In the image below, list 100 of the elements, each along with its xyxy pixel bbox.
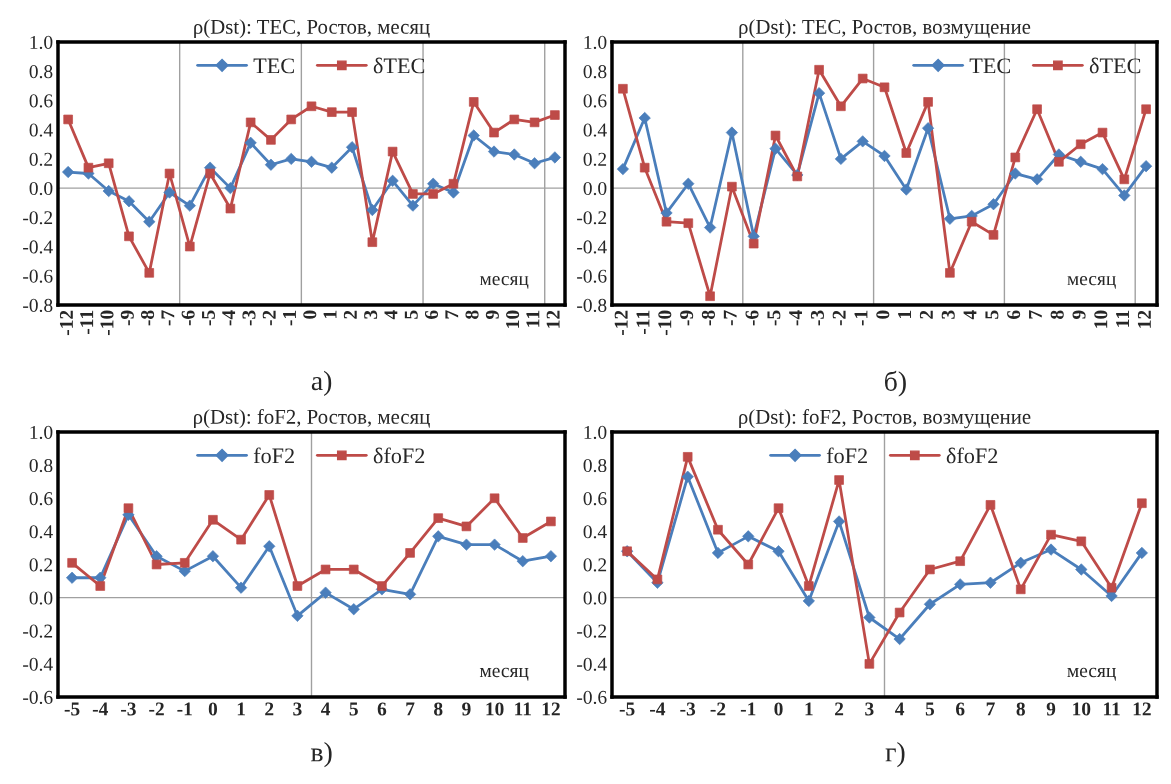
x-tick-label: 10	[1073, 702, 1091, 716]
y-tick-label: -0.4	[577, 240, 607, 254]
x-tick-label: -2	[832, 310, 846, 326]
x-tick-label: -5	[767, 310, 781, 326]
y-tick-label: 0.6	[29, 492, 53, 506]
x-tick-label: -5	[202, 310, 215, 326]
x-tick-label: 11	[526, 310, 540, 327]
y-tick-label: 0.2	[29, 558, 53, 572]
chart-title: ρ(Dst): TEC, Ростов, возмущение	[739, 19, 1031, 39]
legend-label: TEC	[969, 58, 1010, 74]
x-tick-label: 11	[515, 702, 531, 716]
x-axis-title: месяц	[479, 667, 529, 681]
y-tick-label: 0.8	[29, 458, 53, 473]
x-tick-label: 3	[364, 310, 378, 319]
x-tick-label: -4	[650, 702, 666, 716]
x-tick-label: -1	[177, 702, 192, 716]
x-axis-title: месяц	[1067, 667, 1116, 681]
y-tick-label: 1.0	[30, 35, 53, 50]
x-tick-label: 6	[377, 702, 387, 716]
y-tick-label: 0.4	[583, 123, 607, 137]
y-tick-label: 0.8	[583, 65, 607, 79]
x-tick-label: 3	[941, 310, 955, 319]
x-tick-label: 11	[1103, 702, 1120, 716]
x-tick-label: -4	[789, 310, 802, 326]
x-tick-label: 4	[895, 702, 905, 716]
x-tick-label: 0	[774, 702, 783, 716]
y-tick-label: 1.0	[584, 425, 607, 440]
x-tick-label: -7	[161, 310, 175, 326]
x-tick-label: 7	[445, 310, 459, 319]
legend-label: δfoF2	[373, 447, 425, 464]
y-tick-label: 1.0	[584, 35, 607, 50]
x-tick-label: -2	[149, 702, 164, 716]
x-tick-label: -4	[222, 310, 236, 326]
x-tick-label: 9	[1046, 702, 1056, 716]
x-tick-label: -3	[810, 310, 824, 326]
x-tick-label: -5	[619, 702, 635, 716]
x-tick-label: 11	[1116, 310, 1129, 327]
x-tick-label: -6	[745, 310, 759, 326]
y-tick-label: 0.2	[583, 558, 607, 572]
x-tick-label: 2	[835, 702, 844, 716]
y-tick-label: -0.6	[23, 690, 53, 705]
x-tick-label: -1	[854, 310, 868, 326]
y-tick-label: 0.2	[583, 152, 607, 166]
x-tick-label: -10	[100, 310, 114, 336]
x-tick-label: 2	[343, 310, 357, 319]
y-tick-label: 0.2	[29, 152, 53, 166]
x-tick-label: -3	[680, 702, 696, 716]
x-tick-label: 8	[434, 702, 443, 716]
y-tick-label: -0.2	[577, 624, 607, 638]
y-tick-label: 0.4	[583, 525, 607, 539]
x-axis-title: месяц	[479, 275, 529, 289]
legend-label: δTEC	[1089, 57, 1141, 74]
x-tick-label: 0	[303, 310, 317, 319]
legend-label: TEC	[253, 58, 294, 74]
x-tick-label: 7	[1029, 310, 1042, 319]
x-tick-label: -6	[181, 310, 195, 326]
x-tick-label: 3	[293, 702, 302, 716]
y-tick-label: 0.6	[29, 94, 53, 108]
x-tick-label: 10	[506, 310, 520, 328]
x-tick-label: 10	[486, 702, 504, 716]
y-tick-label: 0.6	[583, 492, 607, 506]
x-tick-label: -8	[141, 310, 155, 326]
y-tick-label: 0.4	[29, 123, 53, 137]
x-tick-label: 5	[349, 702, 358, 716]
y-tick-label: 0.4	[29, 525, 53, 539]
x-tick-label: 6	[424, 310, 439, 319]
y-tick-label: -0.2	[23, 624, 53, 638]
x-tick-label: 1	[805, 702, 813, 716]
legend-label: δfoF2	[946, 447, 998, 464]
x-tick-label: -1	[283, 310, 296, 326]
y-tick-label: 0.0	[29, 181, 53, 196]
x-tick-label: -11	[80, 310, 94, 334]
x-tick-label: 2	[919, 310, 933, 319]
y-tick-label: 0.0	[583, 181, 607, 196]
x-tick-label: 2	[265, 702, 274, 716]
x-tick-label: 10	[1094, 310, 1108, 328]
chart-title: ρ(Dst): foF2, Ростов, месяц	[194, 409, 430, 429]
x-tick-label: -2	[710, 702, 726, 716]
x-axis-title: месяц	[1067, 275, 1116, 289]
y-tick-label: 1.0	[30, 425, 53, 440]
text: в)	[310, 742, 332, 768]
y-tick-label: 0.8	[583, 458, 607, 473]
chart-title: ρ(Dst): TEC, Ростов, месяц	[194, 19, 430, 39]
x-tick-label: -10	[658, 310, 672, 336]
x-tick-label: 9	[462, 702, 471, 716]
x-tick-label: 8	[465, 310, 479, 319]
x-tick-label: 1	[323, 310, 337, 319]
x-tick-label: -12	[614, 310, 628, 336]
x-tick-label: -7	[723, 310, 737, 326]
x-tick-label: 4	[963, 310, 977, 320]
y-tick-label: -0.4	[23, 240, 53, 254]
x-tick-label: 9	[485, 310, 499, 320]
x-tick-label: -12	[59, 310, 73, 336]
x-tick-label: 8	[1016, 702, 1025, 716]
y-tick-label: -0.6	[577, 269, 607, 283]
x-tick-label: 4	[384, 310, 398, 320]
x-tick-label: 0	[208, 702, 218, 716]
x-tick-label: -5	[64, 702, 80, 716]
x-tick-label: -11	[636, 310, 650, 334]
x-tick-label: -3	[242, 310, 256, 326]
